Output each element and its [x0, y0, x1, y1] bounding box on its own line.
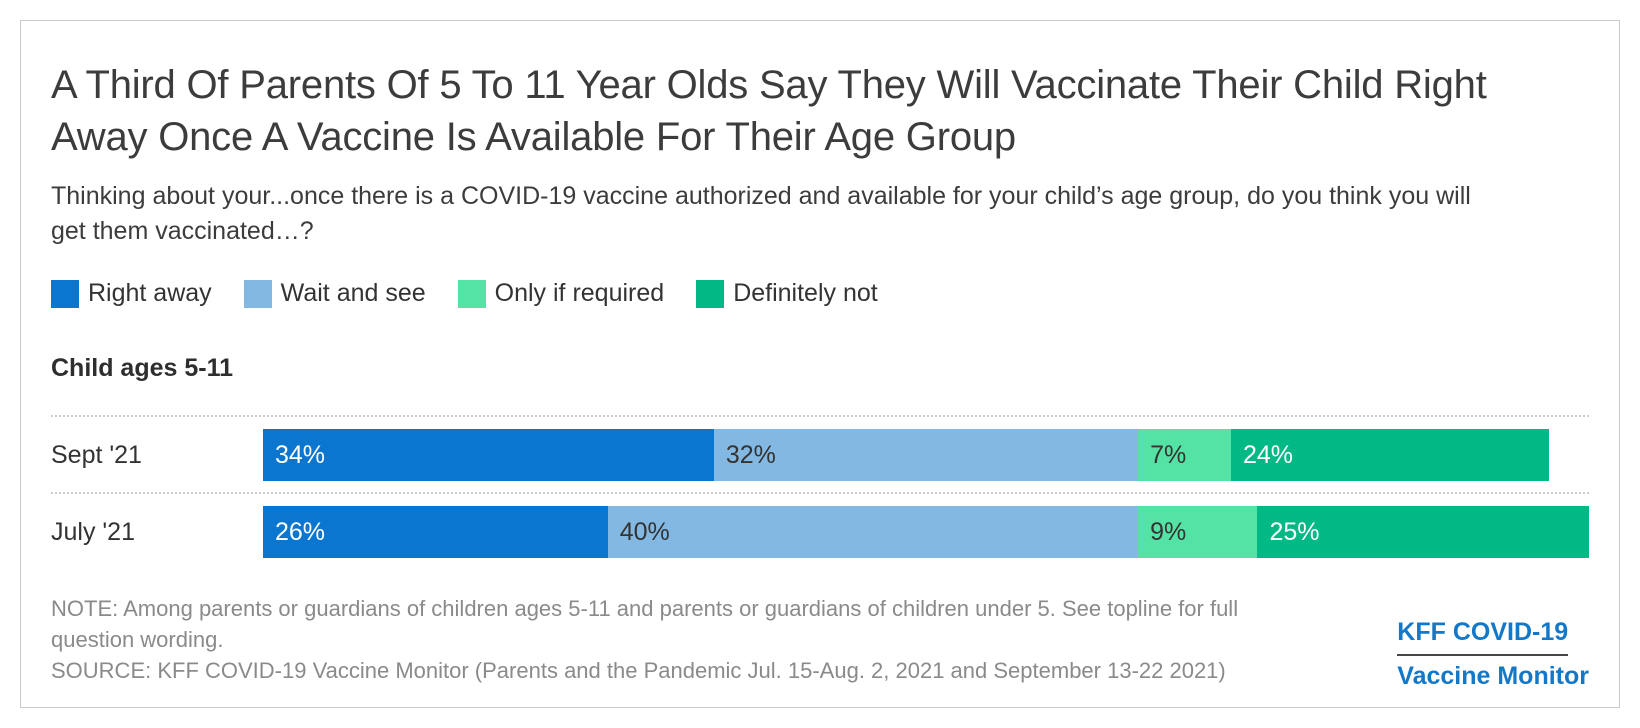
bar-segment-wait-and-see: 40% — [607, 506, 1139, 558]
bar-segment-right-away: 34% — [263, 429, 714, 481]
bar-row-july-21: July '21 26% 40% 9% 25% — [51, 492, 1589, 569]
legend-label: Right away — [88, 279, 212, 307]
bar-segment-only-if-required: 9% — [1138, 506, 1258, 558]
chart-source: SOURCE: KFF COVID-19 Vaccine Monitor (Pa… — [51, 658, 1226, 684]
bar-row-sept-21: Sept '21 34% 32% 7% 24% — [51, 415, 1589, 492]
kff-logo: KFF COVID-19 Vaccine Monitor — [1397, 619, 1589, 690]
bar-segment-right-away: 26% — [263, 506, 608, 558]
legend-swatch-wait-and-see — [243, 279, 272, 308]
legend-label: Definitely not — [733, 279, 878, 307]
legend-item-wait-and-see: Wait and see — [243, 279, 426, 308]
bar-segment-only-if-required: 7% — [1138, 429, 1231, 481]
footer: NOTE: Among parents or guardians of chil… — [51, 593, 1589, 690]
row-label: July '21 — [51, 517, 135, 546]
legend: Right away Wait and see Only if required De… — [51, 279, 1589, 308]
legend-label: Only if required — [494, 279, 665, 307]
section-label: Child ages 5-11 — [51, 354, 234, 382]
legend-swatch-right-away — [51, 279, 79, 308]
chart-card: A Third Of Parents Of 5 To 11 Year Olds … — [20, 20, 1620, 708]
bar-segment-wait-and-see: 32% — [713, 429, 1139, 481]
bar-track: 26% 40% 9% 25% — [263, 506, 1589, 558]
legend-item-only-if-required: Only if required — [457, 279, 665, 308]
legend-swatch-only-if-required — [457, 279, 486, 308]
footer-notes: NOTE: Among parents or guardians of chil… — [51, 593, 1311, 687]
chart-subtitle: Thinking about your...once there is a CO… — [51, 182, 1471, 245]
logo-line-2: Vaccine Monitor — [1397, 662, 1589, 691]
legend-item-right-away: Right away — [51, 279, 212, 308]
bar-track: 34% 32% 7% 24% — [263, 429, 1589, 481]
legend-item-definitely-not: Definitely not — [696, 279, 878, 308]
logo-line-1: KFF COVID-19 — [1397, 619, 1569, 657]
legend-swatch-definitely-not — [696, 279, 725, 308]
row-label: Sept '21 — [51, 440, 142, 469]
legend-label: Wait and see — [280, 279, 426, 307]
bar-segment-definitely-not: 24% — [1230, 429, 1550, 481]
chart-title: A Third Of Parents Of 5 To 11 Year Olds … — [51, 63, 1487, 159]
chart-note: NOTE: Among parents or guardians of chil… — [51, 596, 1239, 653]
bar-segment-definitely-not: 25% — [1257, 506, 1589, 558]
bar-chart: Sept '21 34% 32% 7% 24% July '21 26% 40% 9% 25% — [51, 415, 1589, 569]
